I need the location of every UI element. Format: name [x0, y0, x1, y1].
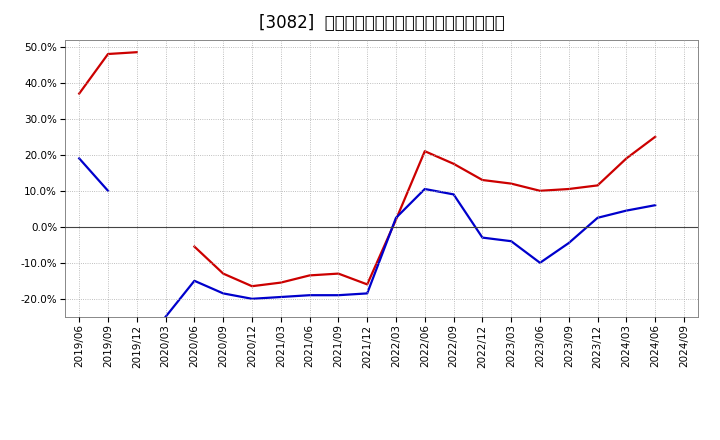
Title: [3082]  有利子負債キャッシュフロー比率の推移: [3082] 有利子負債キャッシュフロー比率の推移	[258, 15, 505, 33]
